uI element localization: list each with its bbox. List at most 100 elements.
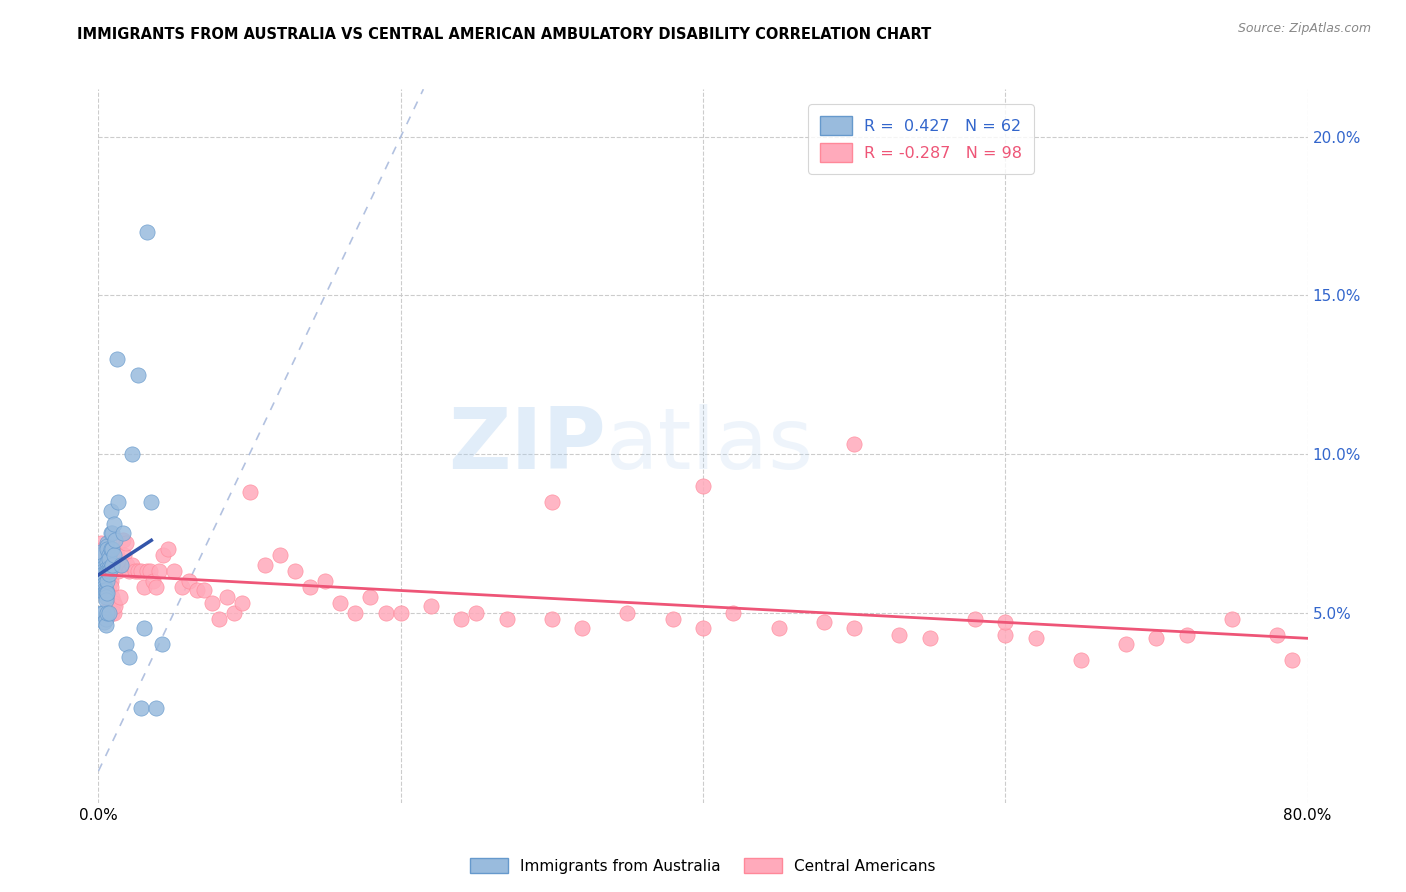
Point	[100, 574, 122, 588]
Point	[692, 478, 714, 492]
Point	[193, 583, 215, 598]
Point	[101, 590, 124, 604]
Point	[96, 561, 118, 575]
Point	[89, 549, 111, 563]
Point	[269, 549, 291, 563]
Point	[152, 549, 174, 563]
Text: atlas: atlas	[606, 404, 814, 488]
Point	[103, 596, 125, 610]
Point	[127, 564, 149, 578]
Point	[93, 615, 115, 629]
Point	[94, 567, 117, 582]
Point	[135, 564, 157, 578]
Point	[94, 592, 117, 607]
Point	[450, 612, 472, 626]
Point	[94, 590, 117, 604]
Point	[215, 590, 238, 604]
Point	[1024, 631, 1046, 645]
Point	[98, 564, 121, 578]
Point	[103, 549, 125, 563]
Point	[127, 368, 149, 382]
Point	[94, 586, 117, 600]
Point	[132, 580, 155, 594]
Point	[1070, 653, 1092, 667]
Point	[108, 590, 131, 604]
Point	[107, 494, 129, 508]
Point	[98, 574, 121, 588]
Point	[142, 574, 165, 588]
Point	[1175, 628, 1198, 642]
Point	[374, 606, 396, 620]
Point	[100, 542, 122, 557]
Point	[118, 564, 141, 578]
Point	[103, 606, 125, 620]
Point	[813, 615, 835, 629]
Point	[1281, 653, 1303, 667]
Point	[1144, 631, 1167, 645]
Point	[844, 621, 866, 635]
Point	[239, 485, 262, 500]
Point	[389, 606, 412, 620]
Point	[100, 526, 122, 541]
Point	[360, 590, 382, 604]
Point	[129, 700, 152, 714]
Point	[110, 558, 132, 572]
Point	[299, 580, 322, 594]
Point	[844, 437, 866, 451]
Point	[91, 564, 114, 578]
Point	[208, 612, 231, 626]
Point	[98, 583, 121, 598]
Point	[253, 558, 276, 572]
Point	[100, 592, 122, 607]
Point	[224, 606, 246, 620]
Point	[93, 551, 115, 566]
Point	[129, 564, 152, 578]
Point	[94, 583, 117, 598]
Point	[96, 542, 118, 557]
Point	[96, 606, 118, 620]
Point	[96, 561, 118, 575]
Point	[93, 586, 115, 600]
Point	[723, 606, 745, 620]
Point	[139, 564, 162, 578]
Point	[90, 558, 112, 572]
Point	[150, 637, 173, 651]
Point	[105, 549, 128, 563]
Point	[90, 606, 112, 620]
Point	[96, 535, 118, 549]
Point	[98, 596, 121, 610]
Point	[94, 583, 117, 598]
Point	[540, 494, 562, 508]
Point	[100, 580, 122, 594]
Point	[571, 621, 593, 635]
Point	[965, 612, 987, 626]
Point	[101, 606, 124, 620]
Legend: R =  0.427   N = 62, R = -0.287   N = 98: R = 0.427 N = 62, R = -0.287 N = 98	[808, 104, 1033, 174]
Text: Source: ZipAtlas.com: Source: ZipAtlas.com	[1237, 22, 1371, 36]
Point	[114, 637, 136, 651]
Point	[101, 526, 124, 541]
Point	[93, 574, 115, 588]
Point	[118, 649, 141, 664]
Point	[96, 586, 118, 600]
Point	[994, 615, 1017, 629]
Point	[91, 561, 114, 575]
Point	[132, 621, 155, 635]
Point	[104, 533, 127, 547]
Point	[495, 612, 517, 626]
Point	[96, 558, 118, 572]
Point	[91, 606, 114, 620]
Point	[889, 628, 911, 642]
Point	[314, 574, 336, 588]
Point	[111, 533, 134, 547]
Point	[98, 561, 121, 575]
Point	[105, 558, 128, 572]
Point	[114, 535, 136, 549]
Point	[692, 621, 714, 635]
Point	[90, 574, 112, 588]
Point	[465, 606, 488, 620]
Point	[96, 590, 118, 604]
Point	[98, 549, 121, 563]
Point	[90, 583, 112, 598]
Point	[107, 564, 129, 578]
